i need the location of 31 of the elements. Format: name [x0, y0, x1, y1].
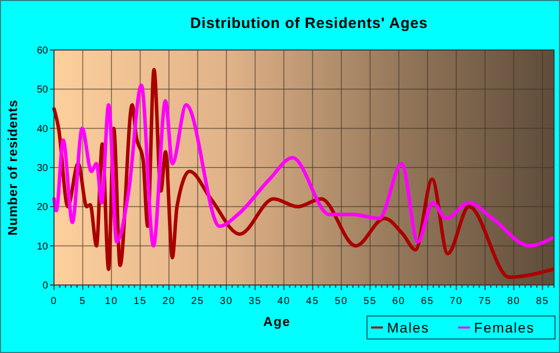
x-tick-label: 85: [536, 296, 550, 307]
x-tick-label: 25: [191, 296, 204, 307]
y-tick-label: 10: [36, 241, 48, 252]
y-tick-label: 0: [42, 280, 48, 292]
x-tick-label: 20: [162, 296, 176, 307]
y-tick-label: 40: [36, 124, 48, 135]
y-tick-label: 50: [36, 84, 48, 96]
x-tick-label: 75: [478, 296, 492, 307]
x-tick-label: 10: [104, 296, 118, 307]
x-tick-label: 65: [421, 296, 434, 307]
x-tick-label: 55: [364, 296, 377, 307]
line-series: [52, 84, 554, 248]
y-tick-label: 30: [36, 163, 48, 174]
y-tick-label: 60: [36, 46, 48, 56]
x-axis-title: Age: [263, 314, 291, 329]
x-tick-label: 45: [306, 296, 320, 307]
x-tick-label: 80: [507, 296, 520, 307]
x-tick-label: 60: [392, 296, 406, 307]
legend-label: Males: [387, 320, 430, 336]
x-tick-label: 35: [248, 296, 262, 307]
x-tick-label: 0: [50, 296, 58, 307]
chart-title: Distribution of Residents' Ages: [190, 15, 428, 32]
x-tick-label: 5: [79, 296, 86, 307]
x-tick-label: 70: [450, 296, 463, 307]
y-tick-label: 20: [36, 202, 48, 214]
y-axis-title: Number of residents: [5, 100, 20, 236]
x-tick-label: 30: [220, 296, 233, 307]
x-tick-label: 50: [334, 296, 348, 307]
legend-label: Females: [474, 320, 535, 336]
x-tick-label: 40: [277, 296, 290, 307]
x-tick-label: 15: [134, 296, 147, 307]
